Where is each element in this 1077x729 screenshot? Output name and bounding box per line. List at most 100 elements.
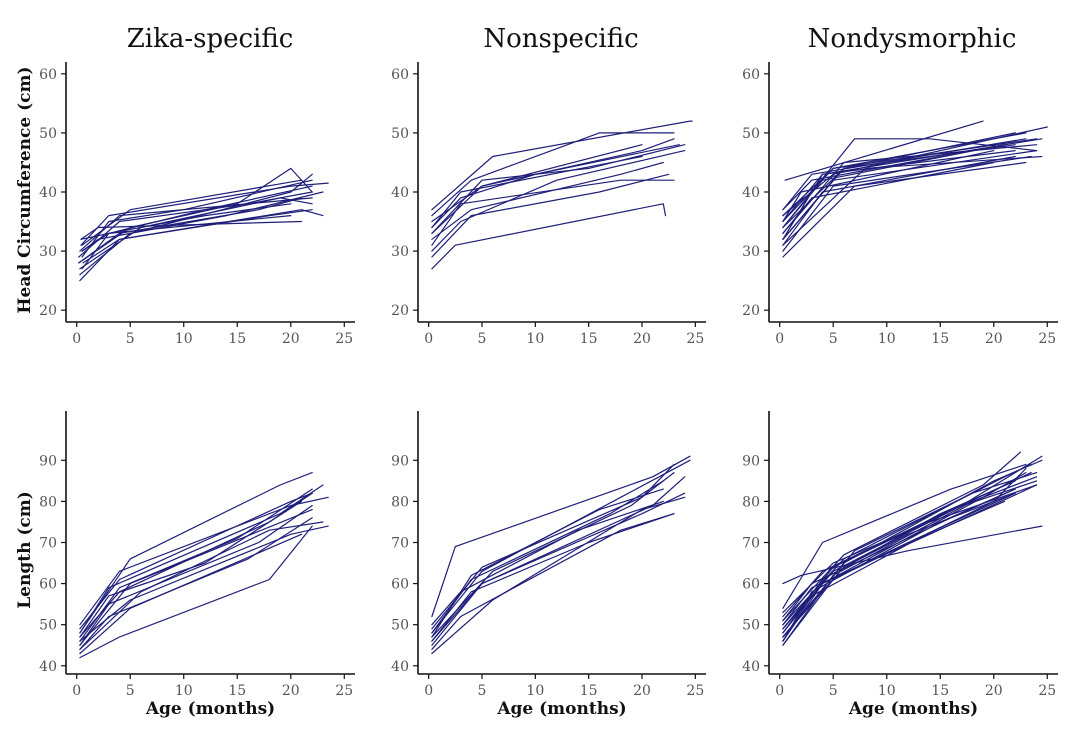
panel-length-zika-specific: 40 50 60 70 80 90 0 5 10 15 20 25 Age (months): [39, 411, 355, 719]
x-tick-label: 20: [985, 331, 1003, 347]
panel-length-nonspecific: 40 50 60 70 80 90 0 5 10 15 20 25 Age (months): [391, 411, 706, 719]
trajectory-line: [782, 492, 1016, 634]
x-tick-label: 25: [335, 331, 353, 347]
trajectory-line: [431, 496, 686, 655]
trajectory-line: [78, 197, 303, 264]
y-tick-label: 40: [39, 659, 57, 675]
x-tick-label: 10: [526, 683, 544, 699]
trajectory-line: [80, 215, 292, 240]
panel-head-circumference-nondysmorphic: 20 30 40 50 60 0 5 10 15 20 25: [742, 62, 1058, 347]
y-tick-label: 30: [39, 244, 57, 260]
trajectory-line: [782, 500, 1006, 642]
trajectory-line: [81, 179, 313, 258]
x-tick-label: 20: [985, 683, 1003, 699]
y-tick-label: 20: [39, 303, 57, 319]
y-tick-label: 50: [39, 618, 57, 634]
x-tick-label: 15: [228, 683, 246, 699]
x-tick-label: 25: [335, 683, 353, 699]
x-axis-label: Age (months): [145, 699, 275, 719]
x-tick-label: 5: [829, 683, 838, 699]
x-tick-label: 10: [526, 331, 544, 347]
trajectory-line: [79, 521, 324, 650]
column-title-zika-specific: Zika-specific: [127, 24, 294, 54]
trajectory-line: [782, 155, 1032, 252]
trajectory-line: [431, 513, 675, 650]
trajectory-line: [431, 476, 686, 642]
y-tick-label: 50: [391, 126, 409, 142]
y-tick-label: 80: [39, 494, 57, 510]
x-axis-label: Age (months): [848, 699, 978, 719]
x-tick-label: 25: [1038, 331, 1056, 347]
y-tick-label: 40: [391, 659, 409, 675]
y-tick-label: 50: [391, 618, 409, 634]
trajectory-line: [782, 155, 1016, 246]
x-tick-label: 20: [633, 683, 651, 699]
x-tick-label: 0: [72, 331, 81, 347]
y-tick-label: 60: [742, 67, 760, 83]
x-tick-label: 25: [686, 683, 704, 699]
trajectory-line: [431, 155, 643, 229]
y-tick-label: 20: [391, 303, 409, 319]
row-ylabel-length: Length (cm): [15, 491, 35, 609]
y-tick-label: 60: [391, 577, 409, 593]
trajectory-line: [782, 144, 1006, 211]
panel-head-circumference-zika-specific: 20 30 40 50 60 0 5 10 15 20 25: [39, 62, 355, 347]
x-tick-label: 5: [478, 331, 487, 347]
y-tick-label: 20: [742, 303, 760, 319]
trajectory-line: [79, 509, 313, 646]
trajectory-line: [784, 120, 984, 181]
trajectory-line: [79, 488, 313, 642]
trajectory-line: [782, 132, 1016, 240]
x-tick-label: 5: [478, 683, 487, 699]
trajectory-line: [782, 492, 1016, 638]
column-title-nonspecific: Nonspecific: [483, 24, 638, 54]
trajectory-line: [782, 463, 1027, 609]
trajectory-line: [82, 209, 313, 264]
trajectory-line: [782, 463, 1032, 626]
y-tick-label: 70: [391, 536, 409, 552]
y-tick-label: 40: [391, 185, 409, 201]
trajectory-line: [782, 138, 1038, 223]
trajectory-line: [79, 525, 329, 642]
trajectory-line: [80, 220, 303, 240]
x-tick-label: 20: [633, 331, 651, 347]
trajectory-line: [782, 126, 1048, 217]
y-tick-label: 60: [391, 67, 409, 83]
x-tick-label: 10: [878, 683, 896, 699]
x-tick-label: 5: [829, 331, 838, 347]
x-tick-label: 0: [775, 683, 784, 699]
trajectory-line: [431, 144, 680, 229]
x-tick-label: 20: [282, 683, 300, 699]
x-tick-label: 15: [228, 331, 246, 347]
y-tick-label: 70: [39, 536, 57, 552]
x-tick-label: 5: [126, 331, 135, 347]
trajectory-line: [782, 472, 1027, 642]
trajectory-line: [79, 197, 313, 270]
trajectory-line: [79, 500, 303, 638]
x-tick-label: 20: [282, 331, 300, 347]
trajectory-line: [431, 463, 675, 630]
column-title-nondysmorphic: Nondysmorphic: [808, 24, 1017, 54]
trajectory-line: [431, 179, 675, 246]
trajectory-line: [782, 467, 1027, 646]
trajectory-line: [431, 161, 664, 240]
trajectory-line: [782, 155, 1043, 246]
x-tick-label: 0: [424, 683, 433, 699]
row-ylabel-head-circumference: Head Circumference (cm): [15, 66, 35, 313]
trajectory-line: [431, 120, 693, 211]
y-tick-label: 90: [39, 453, 57, 469]
trajectory-line: [782, 451, 1022, 622]
trajectory-line: [81, 179, 303, 246]
x-tick-label: 25: [1038, 683, 1056, 699]
trajectory-line: [431, 132, 675, 217]
trajectory-line: [431, 472, 675, 638]
y-tick-label: 90: [742, 453, 760, 469]
panel-head-circumference-nonspecific: 20 30 40 50 60 0 5 10 15 20 25: [391, 62, 706, 347]
y-tick-label: 60: [742, 577, 760, 593]
y-tick-label: 60: [39, 67, 57, 83]
trajectory-line: [79, 525, 313, 659]
x-tick-label: 5: [126, 683, 135, 699]
y-tick-label: 30: [391, 244, 409, 260]
trajectory-line: [431, 173, 670, 258]
